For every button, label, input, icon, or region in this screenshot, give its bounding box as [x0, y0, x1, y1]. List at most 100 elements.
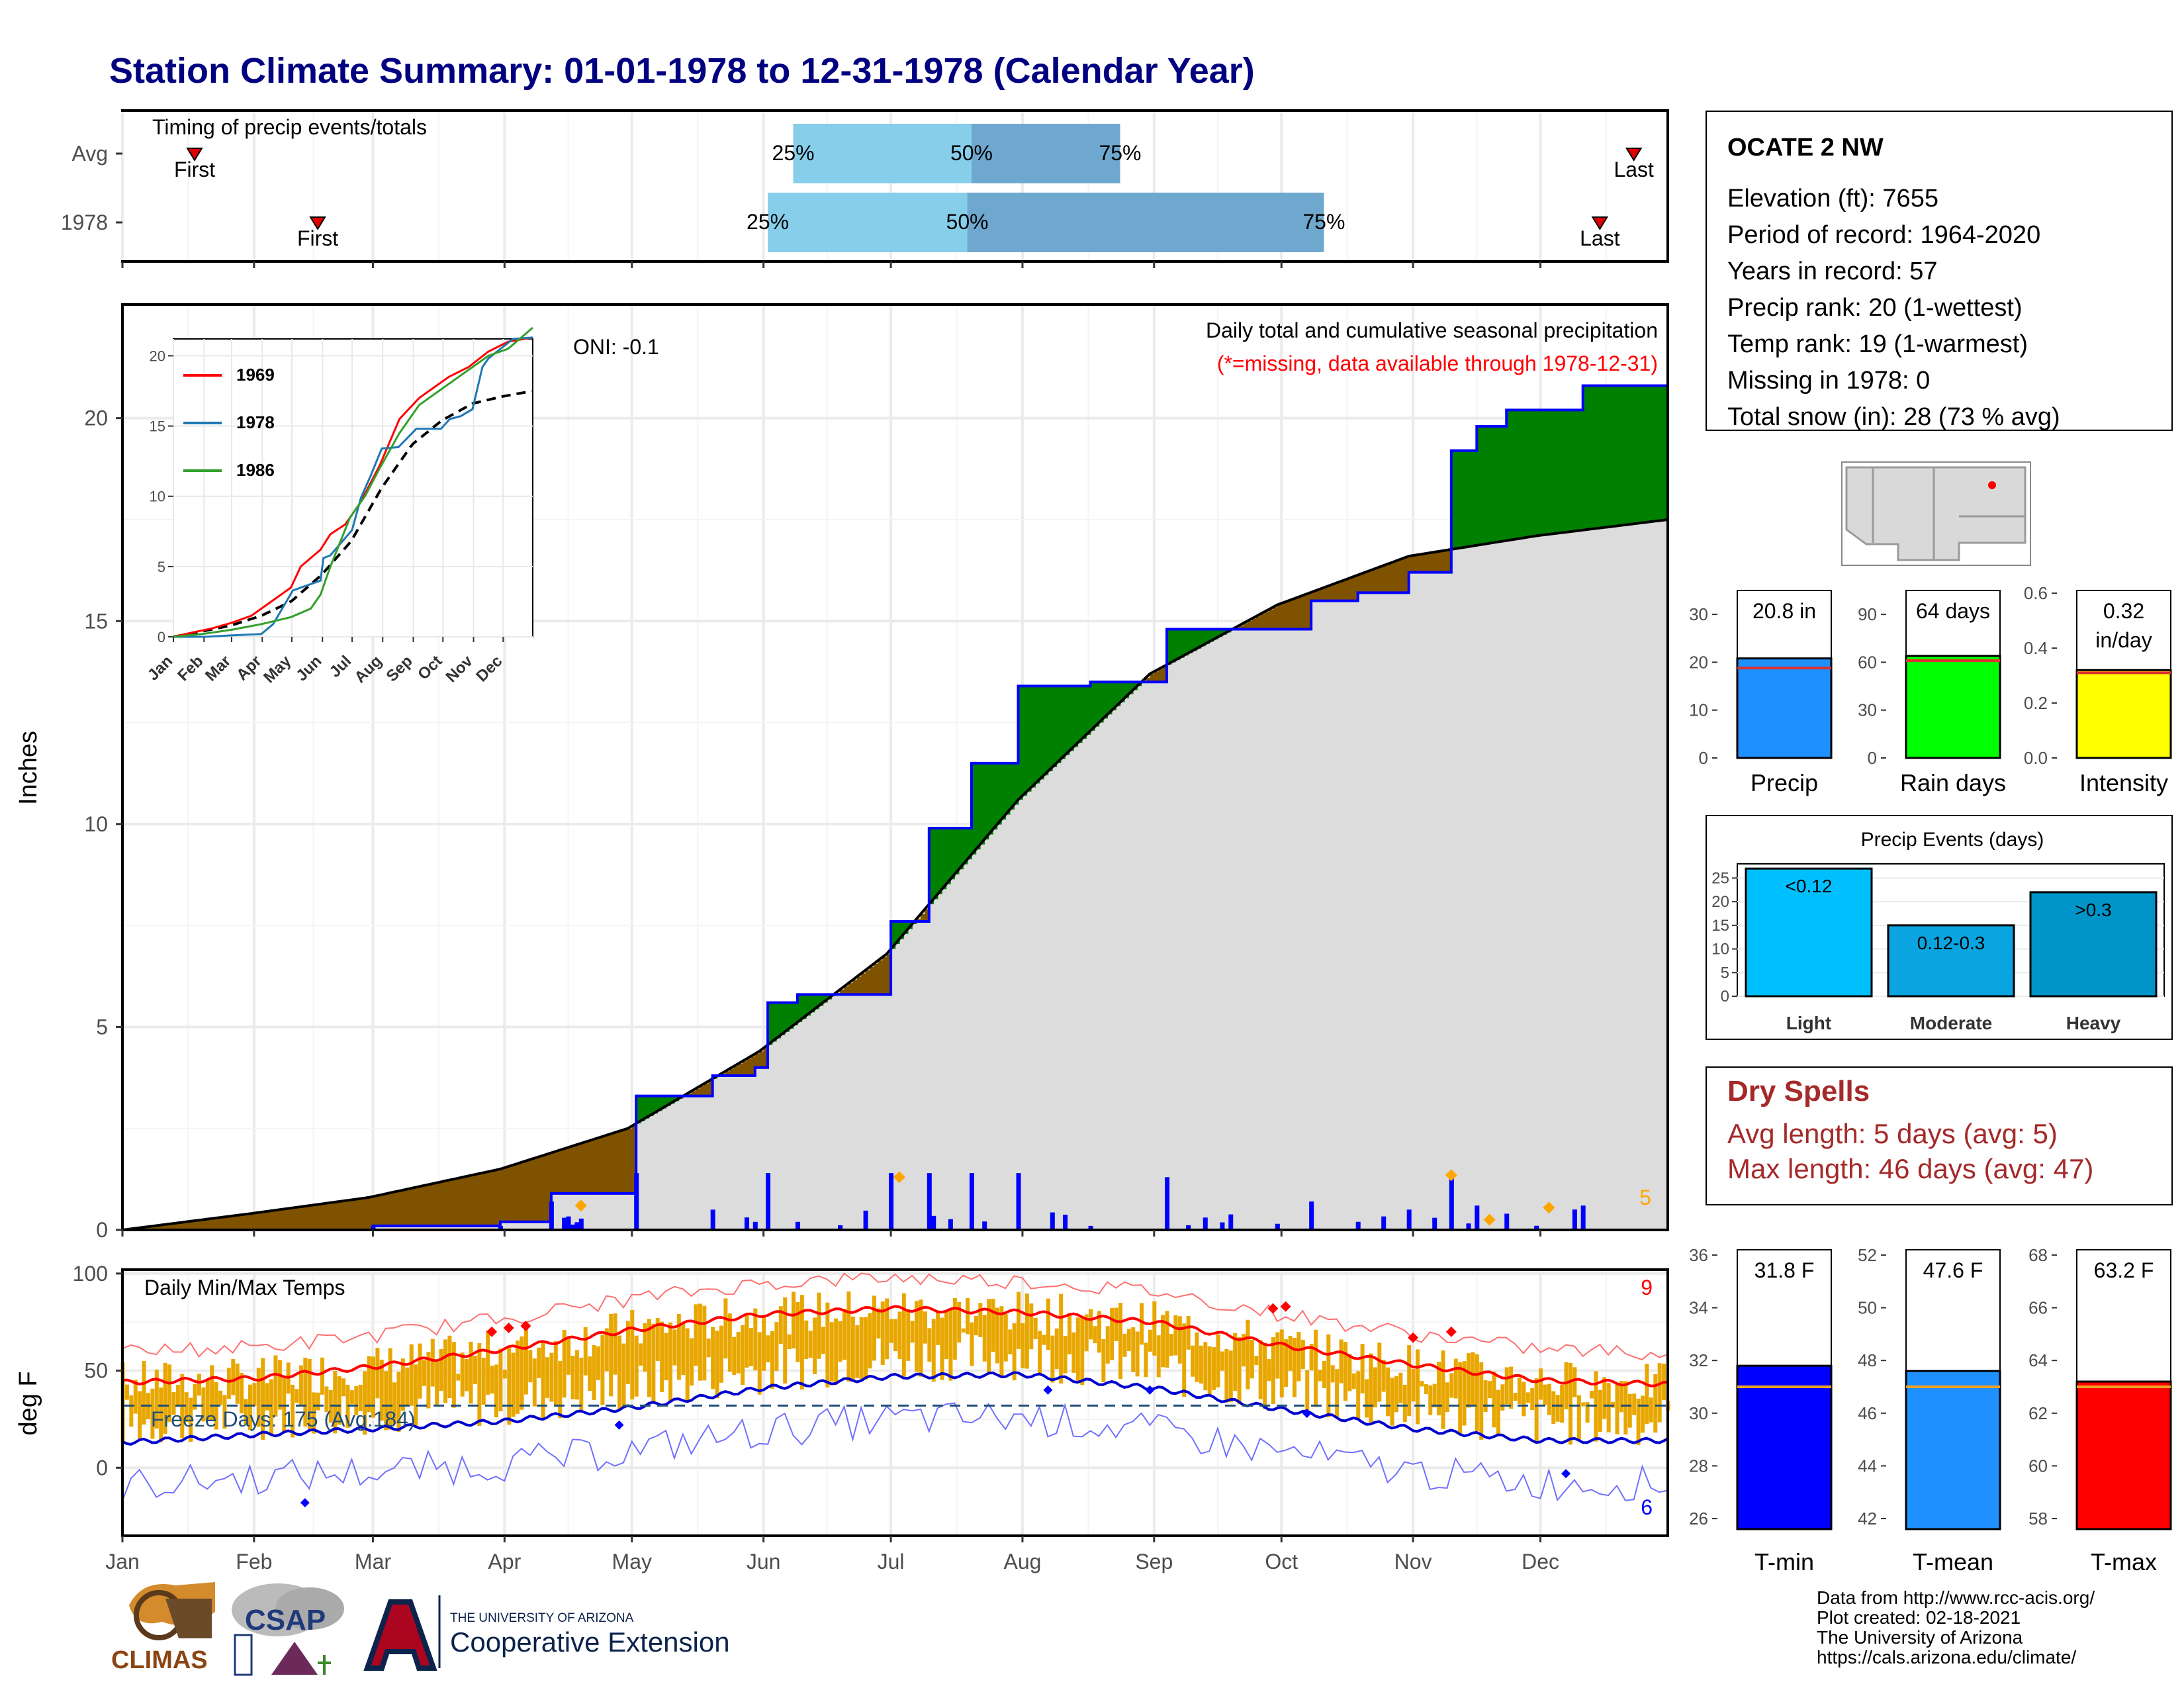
deficit-segment: [865, 970, 870, 995]
surplus-segment: [963, 827, 968, 865]
deficit-segment: [318, 1204, 323, 1230]
daily-temp-bar: [528, 1350, 533, 1383]
surplus-segment: [1480, 426, 1486, 545]
record-high-marker: [1445, 1326, 1457, 1337]
deficit-segment: [751, 1056, 756, 1076]
daily-precip-bar: [1309, 1201, 1314, 1230]
daily-temp-bar: [447, 1335, 452, 1399]
footer-credits: Data from http://www.rcc-acis.org/Plot c…: [1817, 1587, 2095, 1667]
daily-temp-bar: [1623, 1381, 1628, 1435]
surplus-segment: [1451, 450, 1457, 549]
summary-y-tick-label: 66: [2028, 1298, 2048, 1318]
surplus-segment: [1103, 682, 1109, 719]
daily-temp-bar: [770, 1331, 774, 1389]
deficit-segment: [1290, 600, 1295, 630]
daily-temp-bar: [1003, 1314, 1008, 1362]
deficit-segment: [1145, 678, 1151, 682]
deficit-segment: [551, 1152, 557, 1194]
univ-text: THE UNIVERSITY OF ARIZONA: [450, 1611, 634, 1625]
surplus-segment: [784, 1002, 790, 1032]
daily-temp-bar: [1131, 1327, 1136, 1372]
daily-temp-bar: [864, 1317, 868, 1380]
daily-temp-bar: [1267, 1359, 1271, 1382]
deficit-segment: [543, 1155, 548, 1222]
deficit-segment: [224, 1217, 230, 1230]
daily-temp-bar: [124, 1384, 129, 1400]
surplus-segment: [1455, 450, 1461, 549]
daily-temp-bar: [486, 1331, 490, 1395]
surplus-segment: [1561, 410, 1567, 533]
surplus-segment: [1498, 426, 1503, 542]
daily-temp-bar: [698, 1303, 702, 1381]
daily-precip-bars: [371, 1169, 1586, 1230]
daily-temp-bar: [1530, 1388, 1535, 1411]
events-bar-label: <0.12: [1786, 876, 1833, 896]
surplus-segment: [1663, 385, 1668, 520]
surplus-segment: [1065, 686, 1070, 755]
summary-y-tick-label: 20: [1689, 652, 1708, 672]
daily-temp-bar: [664, 1333, 668, 1381]
daily-temp-bar: [400, 1358, 405, 1411]
daily-temp-bar: [435, 1362, 439, 1406]
daily-precip-bar: [562, 1217, 567, 1230]
average-cumulative-line: [122, 518, 1668, 1231]
record-low-marker: [300, 1498, 310, 1508]
daily-temp-bar: [1365, 1379, 1369, 1418]
temp-series: [120, 1272, 1670, 1508]
timing-rows: 25% 50% 75% First Last Avg 25% 50% 75% First Last 1…: [61, 124, 1654, 252]
deficit-segment: [1319, 589, 1325, 601]
timing-row-Avg: 25% 50% 75% First Last Avg: [71, 124, 1654, 183]
daily-temp-bar: [1173, 1315, 1178, 1356]
surplus-segment: [1213, 629, 1218, 639]
daily-temp-bar: [498, 1348, 503, 1412]
footer-line: Data from http://www.rcc-acis.org/: [1817, 1587, 2095, 1608]
surplus-segment: [1604, 385, 1609, 528]
daily-temp-bar: [757, 1332, 762, 1395]
record-high-marker: [520, 1321, 531, 1332]
deficit-segment: [559, 1150, 565, 1194]
deficit-segment: [725, 1071, 731, 1076]
deficit-segment: [487, 1172, 492, 1226]
deficit-segment: [1277, 604, 1283, 630]
surplus-segment: [1052, 686, 1058, 767]
daily-temp-bar: [1525, 1392, 1530, 1403]
deficit-segment: [304, 1206, 310, 1230]
daily-temp-bar: [129, 1395, 134, 1427]
daily-temp-bar: [1326, 1334, 1331, 1418]
surplus-segment: [1515, 410, 1520, 539]
surplus-segment: [1638, 385, 1643, 524]
surplus-segment: [670, 1096, 675, 1104]
daily-temp-bar: [1271, 1337, 1275, 1405]
daily-temp-bar: [1369, 1353, 1373, 1423]
quartile-bar-25-50: [793, 124, 972, 183]
surplus-segment: [810, 994, 815, 1013]
record-low-marker: [1302, 1409, 1312, 1419]
station-line: Period of record: 1964-2020: [1727, 221, 2040, 249]
surplus-segment: [1188, 629, 1193, 653]
daily-temp-bar: [1114, 1307, 1118, 1341]
deficit-segment: [1349, 578, 1355, 601]
daily-temp-bar: [1475, 1354, 1479, 1432]
daily-temp-bar: [923, 1311, 927, 1344]
daily-temp-bar: [375, 1348, 380, 1399]
daily-precip-bar: [766, 1173, 771, 1230]
daily-temp-bar: [1590, 1391, 1594, 1399]
daily-precip-bar: [982, 1221, 987, 1230]
daily-temp-bar: [736, 1332, 741, 1374]
daily-temp-bar: [1437, 1362, 1441, 1416]
deficit-segment: [262, 1211, 267, 1230]
deficit-segment: [1370, 570, 1376, 593]
deficit-segment: [920, 914, 926, 921]
daily-temp-bar: [1636, 1398, 1641, 1446]
surplus-segment: [657, 1096, 662, 1111]
deficit-segment: [478, 1173, 484, 1226]
deficit-segment: [271, 1211, 276, 1230]
daily-temp-bar: [193, 1383, 197, 1410]
deficit-segment: [1332, 584, 1338, 601]
daily-temp-bar: [762, 1315, 766, 1371]
surplus-segment: [1048, 686, 1053, 772]
last-marker-icon: [1625, 148, 1643, 162]
daily-temp-bar: [1416, 1349, 1420, 1425]
record-low-marker: [1043, 1385, 1053, 1395]
daily-temp-bar: [248, 1384, 252, 1430]
